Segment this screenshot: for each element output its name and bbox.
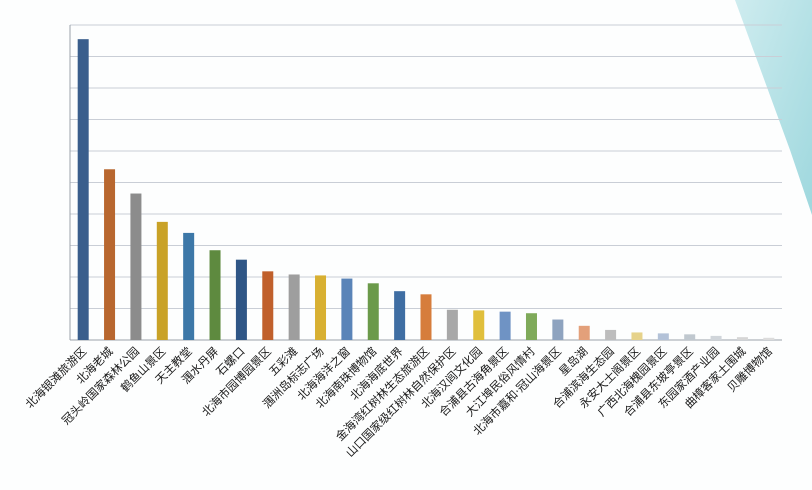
bar [183, 232, 195, 340]
bar [77, 39, 89, 341]
bar [235, 259, 247, 340]
bar [473, 310, 485, 340]
bar [657, 333, 669, 340]
bar [420, 294, 432, 340]
bar [605, 329, 617, 340]
bar [631, 332, 643, 340]
bar [315, 275, 327, 340]
bar [209, 250, 221, 340]
bar [394, 291, 406, 340]
bar [710, 335, 722, 340]
decorative-corner-ribbon [735, 0, 812, 215]
bar [446, 309, 458, 340]
bar-series [77, 39, 775, 341]
bar [262, 271, 274, 340]
bar [578, 325, 590, 340]
bar [552, 319, 564, 340]
bar [367, 283, 379, 340]
bar [763, 337, 775, 340]
bar [341, 278, 353, 340]
bar [104, 169, 116, 340]
x-tick-labels: 北海银滩旅游区北海老城冠头岭国家森林公园鹤鱼山景区天主教堂涠水丹屏石螺口北海市园… [22, 344, 774, 460]
bar [525, 313, 537, 340]
bar [130, 193, 142, 340]
bar [288, 274, 300, 340]
bar [736, 337, 748, 340]
bar [156, 221, 168, 340]
bar [499, 311, 511, 340]
bar [684, 334, 696, 340]
gridlines [69, 24, 782, 341]
